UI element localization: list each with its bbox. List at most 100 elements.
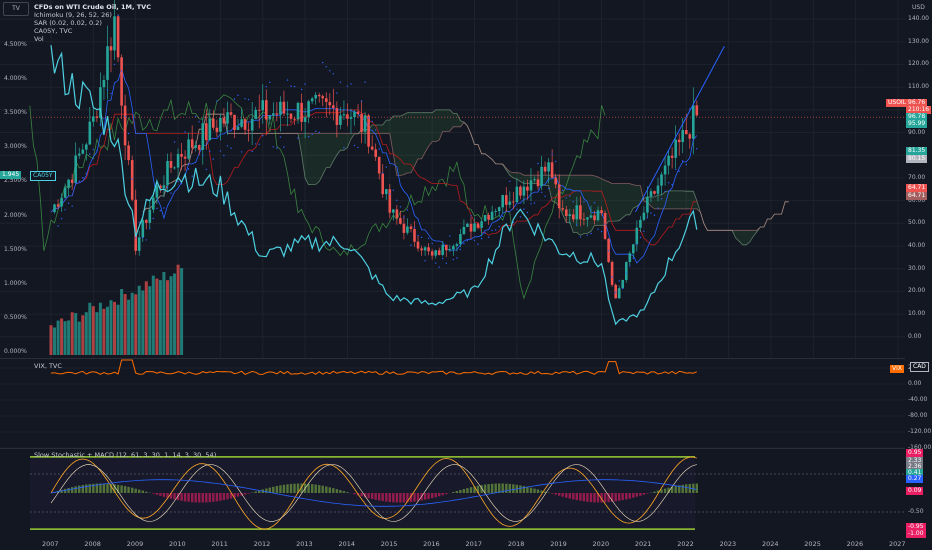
time-tick-label: 2010 xyxy=(169,540,186,548)
histogram-bar xyxy=(642,493,646,495)
indicator-vol[interactable]: Vol xyxy=(34,35,44,43)
indicator-ca05y[interactable]: CA05Y, TVC xyxy=(34,27,73,35)
candle xyxy=(67,179,70,188)
sar-dot xyxy=(452,258,454,261)
candle xyxy=(303,117,307,122)
sar-dot xyxy=(78,180,80,182)
candle xyxy=(300,102,303,122)
sar-dot xyxy=(547,187,550,190)
histogram-bar xyxy=(452,492,455,493)
symbol-title[interactable]: CFDs on WTI Crude Oil, 1M, TVC xyxy=(34,3,151,11)
indicator-sar[interactable]: SAR (0.02, 0.02, 0.2) xyxy=(34,19,102,27)
candle xyxy=(593,215,596,221)
histogram-bar xyxy=(431,493,434,499)
indicator-ichimoku[interactable]: Ichimoku (9, 26, 52, 26) xyxy=(34,11,112,19)
sar-dot xyxy=(258,143,260,145)
sar-dot xyxy=(480,237,483,240)
time-axis[interactable]: 2007 2008 2009 2010 2011 2012 2013 2014 2015 2016… xyxy=(0,538,932,550)
sar-dot xyxy=(576,224,578,226)
sar-dot xyxy=(667,182,670,184)
histogram-bar xyxy=(459,490,462,493)
candle xyxy=(420,248,423,251)
sar-dot xyxy=(646,217,649,219)
histogram-bar xyxy=(512,484,515,493)
candle xyxy=(635,227,639,245)
vix-scale[interactable]: 20.000.00-40.00-80.00-120.00-160.00 xyxy=(906,359,932,451)
vix-chart[interactable] xyxy=(0,359,932,448)
sar-dot xyxy=(226,145,229,147)
histogram-bar xyxy=(342,491,346,493)
histogram-bar xyxy=(131,487,134,493)
histogram-bar xyxy=(469,487,473,493)
percent-scale[interactable]: 4.500% 4.000% 3.500% 3.000% 2.500% 2.000% 1.50… xyxy=(0,0,30,358)
candle xyxy=(536,179,540,187)
histogram-bar xyxy=(508,483,511,493)
histogram-bar xyxy=(586,493,589,502)
histogram-bar xyxy=(579,493,582,501)
vix-line xyxy=(50,359,697,375)
histogram-bar xyxy=(282,484,286,493)
candle xyxy=(423,247,427,251)
sar-dot xyxy=(135,237,137,239)
sar-dot xyxy=(463,242,465,245)
sar-dot xyxy=(177,180,179,183)
sar-dot xyxy=(325,66,327,68)
candle xyxy=(293,118,296,120)
sar-dot xyxy=(382,172,384,174)
candle xyxy=(543,166,547,172)
histogram-bar xyxy=(639,493,642,496)
sar-dot xyxy=(336,92,338,94)
volume-bar xyxy=(63,321,67,355)
histogram-bar xyxy=(526,486,529,493)
sar-dot xyxy=(152,217,154,220)
histogram-bar xyxy=(88,484,91,493)
histogram-bar xyxy=(67,488,70,493)
sar-dot xyxy=(166,186,169,189)
histogram-bar xyxy=(275,486,279,493)
stoch-macd-chart[interactable] xyxy=(0,449,932,538)
histogram-bar xyxy=(667,487,670,493)
sar-dot xyxy=(692,139,694,141)
candle xyxy=(512,201,515,203)
sar-dot xyxy=(399,206,402,208)
candle xyxy=(409,226,413,229)
sar-dot xyxy=(516,208,518,210)
sar-dot xyxy=(420,236,423,239)
histogram-bar xyxy=(540,490,543,493)
histogram-bar xyxy=(409,493,413,502)
candle xyxy=(642,212,646,220)
sar-dot xyxy=(216,100,218,102)
price-tag: 80.15 xyxy=(906,155,928,163)
histogram-bar xyxy=(63,488,67,493)
histogram-bar xyxy=(618,493,621,501)
histogram-bar xyxy=(660,489,663,493)
sar-dot xyxy=(540,191,543,193)
time-tick-label: 2018 xyxy=(507,540,525,548)
candle xyxy=(646,196,649,213)
price-scale[interactable]: 140.00130.00120.00110.00100.0090.0080.00… xyxy=(906,0,932,358)
histogram-bar xyxy=(399,493,402,503)
tradingview-logo[interactable]: TV xyxy=(3,2,29,16)
vix-title[interactable]: VIX, TVC xyxy=(34,362,62,370)
sar-dot xyxy=(247,98,250,101)
histogram-bar xyxy=(318,485,321,493)
candle xyxy=(547,162,550,172)
candle xyxy=(617,288,621,299)
stoch-title[interactable]: Slow Stochastic + MACD (12, 61, 3, 30, 1… xyxy=(34,451,217,459)
histogram-bar xyxy=(286,484,289,493)
histogram-bar xyxy=(371,493,374,499)
histogram-bar xyxy=(191,493,194,503)
price-chart[interactable] xyxy=(0,0,932,358)
tenkan-sen xyxy=(50,67,698,264)
histogram-bar xyxy=(423,493,427,500)
candle xyxy=(279,101,282,115)
volume-bar xyxy=(166,280,169,355)
histogram-bar xyxy=(226,493,229,500)
stoch-tag: 0.09 xyxy=(906,487,924,495)
candle xyxy=(310,98,314,102)
histogram-bar xyxy=(296,483,300,493)
histogram-bar xyxy=(229,493,233,499)
sar-dot xyxy=(300,88,303,91)
sar-dot xyxy=(318,131,320,133)
time-tick-label: 2011 xyxy=(211,540,228,548)
